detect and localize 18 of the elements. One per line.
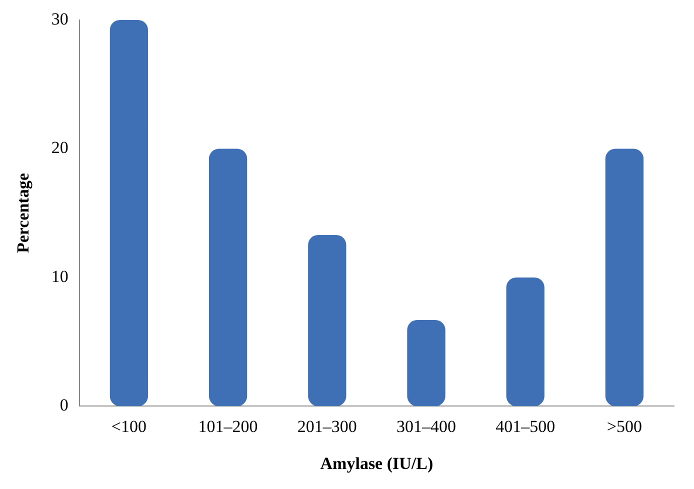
y-tick-label: 0 <box>60 396 68 415</box>
bar <box>308 234 346 406</box>
x-tick-label: 301–400 <box>396 416 456 436</box>
bar <box>110 20 148 406</box>
bar <box>407 320 446 406</box>
x-tick-label: >500 <box>606 416 642 436</box>
y-axis-title: Percentage <box>14 172 33 254</box>
x-tick-label: 201–300 <box>297 416 357 436</box>
y-tick-label: 20 <box>51 138 68 158</box>
bar <box>208 148 248 406</box>
x-tick-label: <100 <box>111 416 146 436</box>
y-tick-label: 10 <box>51 266 68 286</box>
x-axis-title: Amylase (IU/L) <box>320 454 434 474</box>
x-tick-label: 401–500 <box>496 416 556 436</box>
x-tick-label: 101–200 <box>198 416 258 436</box>
bar <box>605 148 644 406</box>
bar <box>506 277 544 406</box>
y-tick-label: 30 <box>51 9 68 28</box>
